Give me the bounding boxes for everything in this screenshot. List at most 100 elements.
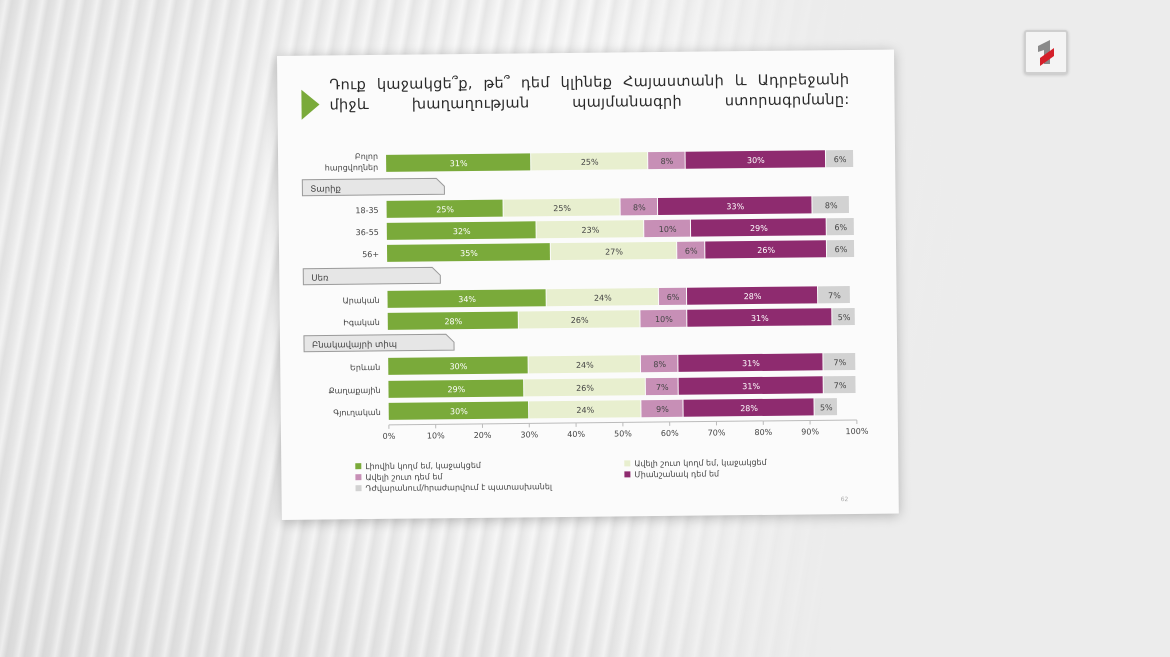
data-label: 10%: [655, 315, 673, 324]
channel-one-logo-icon: [1024, 30, 1068, 74]
stacked-bar-chart: Տարիք Սեռ Բնակավայրի տիպ Բոլոր հարցվողներ 31%…: [301, 149, 869, 493]
data-label: 26%: [757, 246, 775, 255]
data-label: 24%: [594, 294, 612, 303]
channel-one-logo-glyph: [1038, 40, 1054, 66]
data-label: 33%: [726, 202, 744, 211]
data-label: 7%: [828, 291, 841, 300]
data-label: 29%: [447, 385, 465, 394]
data-label: 29%: [750, 224, 768, 233]
x-tick-label: 70%: [708, 428, 726, 437]
data-label: 5%: [820, 403, 833, 412]
bar-segment: [823, 375, 856, 394]
bar-segment: [823, 352, 856, 371]
x-tick-label: 20%: [474, 431, 492, 440]
data-label: 8%: [825, 201, 838, 210]
category-label: Քաղաքային: [329, 386, 381, 396]
category-label: Գյուղական: [333, 408, 381, 417]
bar-segment: [687, 308, 832, 327]
legend-swatch: [624, 460, 631, 467]
legend-label: Լիովին կողմ եմ, կաջակցեմ: [365, 461, 482, 471]
presentation-slide: Դուք կաջակցե՞ք, թե՞ դեմ կլինեք Հայաստանի…: [277, 49, 899, 520]
bar-segment: [678, 376, 823, 395]
category-label: Բոլոր: [355, 152, 378, 161]
bar-segment: [818, 286, 850, 304]
bar-segment: [640, 354, 678, 373]
data-label: 34%: [458, 295, 476, 304]
bar-segment: [644, 219, 691, 238]
bar-segment: [658, 287, 687, 306]
bar-segment: [531, 152, 648, 171]
bar-segment: [705, 240, 827, 259]
group-header-tab: [301, 177, 445, 197]
data-label: 25%: [553, 204, 571, 213]
bar-segment: [814, 398, 838, 416]
data-label: 24%: [576, 406, 594, 415]
data-label: 31%: [751, 314, 769, 323]
data-label: 32%: [453, 227, 471, 236]
bar-segment: [528, 355, 641, 374]
data-label: 26%: [576, 384, 594, 393]
bar-segment: [550, 241, 677, 261]
group-header-tab: [303, 333, 455, 353]
bar-segment: [503, 198, 620, 217]
bar-segment: [518, 310, 640, 329]
legend-label: Ավելի շուտ դեմ եմ: [365, 472, 443, 482]
data-label: 30%: [450, 407, 468, 416]
bar-segment: [686, 286, 818, 305]
category-label: 56+: [362, 250, 379, 259]
bar-segment: [620, 198, 658, 216]
data-label: 27%: [605, 247, 623, 256]
x-tick-label: 50%: [614, 429, 632, 438]
data-label: 35%: [460, 249, 478, 258]
data-label: 7%: [834, 381, 847, 390]
x-tick-label: 100%: [845, 427, 868, 436]
bar-segment: [386, 199, 503, 218]
bar-segment: [640, 309, 687, 328]
data-label: 6%: [834, 223, 847, 232]
x-tick-label: 30%: [520, 430, 538, 439]
legend-swatch: [355, 474, 362, 481]
legend-swatch: [355, 463, 362, 470]
group-header-label: Բնակավայրի տիպ: [312, 340, 397, 351]
bar-segment: [690, 218, 826, 237]
data-label: 6%: [835, 245, 848, 254]
data-label: 26%: [571, 316, 589, 325]
bar-segment: [524, 378, 645, 397]
data-label: 7%: [833, 358, 846, 367]
bar-segment: [683, 398, 814, 417]
data-label: 31%: [742, 382, 760, 391]
category-label: 36-55: [356, 228, 379, 237]
bar-segment: [685, 150, 826, 169]
x-tick-label: 40%: [567, 430, 585, 439]
data-label: 31%: [742, 359, 760, 368]
data-label: 6%: [834, 155, 847, 164]
data-label: 28%: [740, 404, 758, 413]
group-header-tab: [302, 266, 441, 286]
bar-segment: [678, 353, 823, 372]
bar-segment: [387, 311, 518, 330]
data-label: 5%: [838, 313, 851, 322]
data-label: 8%: [653, 360, 666, 369]
bar-segment: [825, 149, 854, 168]
group-header-label: Տարիք: [310, 184, 341, 194]
category-label: Արական: [343, 296, 380, 305]
bar-segment: [388, 401, 529, 420]
bar-segment: [388, 356, 528, 375]
x-tick-label: 90%: [801, 427, 819, 436]
data-label: 10%: [659, 225, 677, 234]
bar-segment: [386, 243, 550, 262]
page-number: 62: [840, 496, 849, 504]
group-header-label: Սեռ: [311, 273, 329, 283]
data-label: 8%: [661, 157, 674, 166]
data-label: 7%: [656, 383, 669, 392]
bar-segment: [387, 289, 546, 308]
x-tick-label: 80%: [754, 428, 772, 437]
bar-segment: [677, 241, 705, 259]
data-label: 30%: [450, 362, 468, 371]
category-label: Իգական: [343, 318, 380, 327]
bar-segment: [826, 217, 854, 236]
data-label: 25%: [436, 205, 454, 214]
x-tick-label: 0%: [383, 432, 396, 441]
category-label: 18-35: [355, 206, 378, 215]
legend-label: Միանշանակ դեմ եմ: [634, 469, 720, 479]
